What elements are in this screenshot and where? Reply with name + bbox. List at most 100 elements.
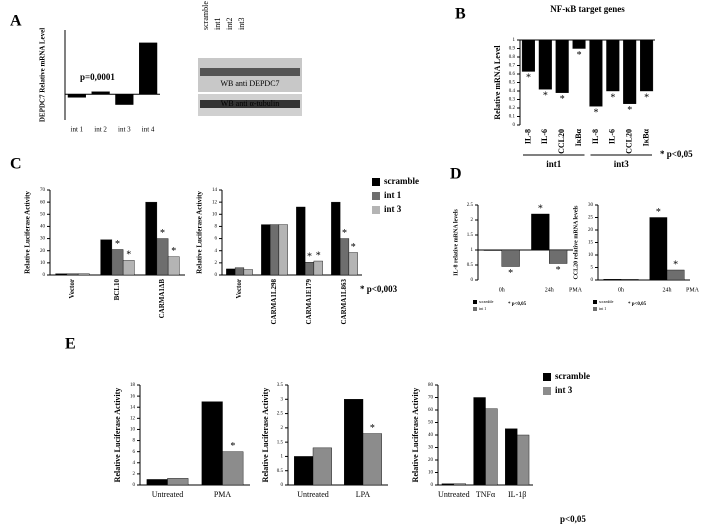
y-tick-label: 40 — [40, 225, 46, 230]
annotation: p=0,0001 — [80, 72, 115, 82]
bar — [55, 273, 68, 276]
legend-swatch — [543, 373, 551, 381]
y-tick-label: 0 — [281, 483, 284, 488]
y-tick-label: 4 — [215, 249, 218, 254]
x-note: PMA — [686, 287, 700, 293]
y-axis-label: IL-8 relative mRNA levels — [453, 208, 459, 275]
y-tick-label: 1 — [471, 248, 474, 253]
y-tick-label: 2 — [281, 426, 284, 431]
y-tick-label: 1.5 — [277, 440, 284, 445]
y-tick-label: 6 — [133, 450, 136, 455]
y-tick-label: 16 — [130, 394, 136, 399]
y-axis-label: Relative Luciferase Activity — [411, 388, 420, 483]
bar — [640, 39, 654, 92]
significance-mark: * — [644, 92, 649, 103]
y-axis-label: Relative Luciferase Activity — [196, 191, 204, 274]
significance-mark: * — [593, 108, 598, 119]
significance-mark: * — [307, 252, 312, 263]
x-tick-label: Untreated — [152, 490, 184, 499]
y-tick-label: 50 — [40, 212, 46, 217]
x-tick-label: Untreated — [297, 490, 329, 499]
x-tick-label: CARMA1ΔB — [158, 279, 166, 319]
annotation: p<0,05 — [560, 514, 586, 524]
annotation: * p<0,003 — [360, 284, 398, 294]
probe-label: WB anti DEPDC7 — [220, 79, 279, 88]
bar — [145, 201, 158, 276]
bar — [339, 238, 350, 276]
bar — [111, 249, 124, 276]
bar — [304, 262, 315, 276]
bar — [549, 249, 568, 264]
x-tick-label: PMA — [214, 490, 232, 499]
y-axis-label: CCL20 relative mRNA levels — [573, 205, 579, 280]
significance-mark: * — [230, 441, 235, 452]
y-axis-label: Relative Luciferase Activity — [24, 191, 32, 274]
x-tick-label: Vector — [235, 279, 243, 299]
bar — [606, 39, 620, 92]
lane-label: int3 — [237, 18, 246, 30]
legend-swatch — [473, 300, 477, 304]
y-tick-label: 12 — [212, 200, 218, 205]
lane-label: int2 — [225, 18, 234, 30]
x-tick-label: 0h — [618, 287, 624, 293]
y-tick-label: 30 — [40, 237, 46, 242]
x-tick-label: int 4 — [142, 126, 155, 134]
bar — [122, 260, 135, 276]
y-tick-label: 2 — [215, 261, 218, 266]
y-tick-label: 2.5 — [467, 203, 474, 208]
bar — [344, 399, 364, 486]
bar — [67, 94, 86, 98]
bar — [201, 401, 223, 486]
significance-mark: * — [508, 268, 513, 279]
y-axis-label: DEPDC7 Relative mRNA Level — [39, 28, 47, 122]
x-tick-label: IL-6 — [540, 129, 549, 144]
bar — [77, 273, 90, 276]
bar — [296, 206, 306, 276]
y-tick-label: 80 — [428, 383, 434, 388]
bar — [485, 408, 498, 486]
bar — [473, 397, 486, 486]
significance-mark: * — [556, 265, 561, 276]
bar — [331, 201, 341, 276]
bar — [243, 269, 253, 276]
y-tick-label: 0 — [215, 273, 218, 278]
x-tick-label: BCL10 — [113, 279, 121, 301]
y-tick-label: 25 — [588, 216, 594, 221]
y-tick-label: 4 — [133, 461, 136, 466]
significance-mark: * — [316, 250, 321, 261]
y-tick-label: 12 — [130, 416, 136, 421]
y-tick-label: 70 — [428, 396, 434, 401]
y-tick-label: 70 — [40, 188, 46, 193]
y-tick-label: 3.5 — [277, 383, 284, 388]
legend-label: scramble — [384, 176, 419, 186]
bar — [516, 434, 530, 486]
y-tick-label: 0 — [471, 278, 474, 283]
legend-label: int 1 — [599, 306, 606, 311]
y-tick-label: 6 — [215, 237, 218, 242]
y-tick-label: 0.4 — [509, 89, 516, 94]
y-tick-label: 60 — [40, 200, 46, 205]
y-tick-label: 10 — [40, 261, 46, 266]
x-tick-label: IL-1β — [508, 490, 526, 499]
y-tick-label: 0 — [513, 123, 516, 128]
y-tick-label: 2 — [471, 218, 474, 223]
bar — [278, 224, 288, 276]
bar — [156, 238, 169, 276]
x-tick-label: 24h — [545, 287, 554, 293]
y-tick-label: 0.3 — [509, 98, 516, 103]
y-axis-label: Relative Luciferase Activity — [261, 388, 270, 483]
x-tick-label: IL-6 — [608, 129, 617, 144]
bar — [348, 252, 358, 276]
legend-label: int 1 — [479, 306, 486, 311]
y-axis-label: Relative mRNA Level — [493, 45, 502, 120]
legend-label: scramble — [479, 299, 494, 304]
x-tick-label: CARMA1L863 — [340, 279, 348, 325]
bar — [261, 224, 271, 276]
bar — [167, 256, 180, 276]
x-tick-label: LPA — [356, 490, 371, 499]
y-tick-label: 2.5 — [277, 412, 284, 417]
y-tick-label: 1.5 — [467, 233, 474, 238]
y-tick-label: 30 — [588, 203, 594, 208]
bar — [453, 483, 466, 486]
y-tick-label: 0.5 — [509, 81, 516, 86]
